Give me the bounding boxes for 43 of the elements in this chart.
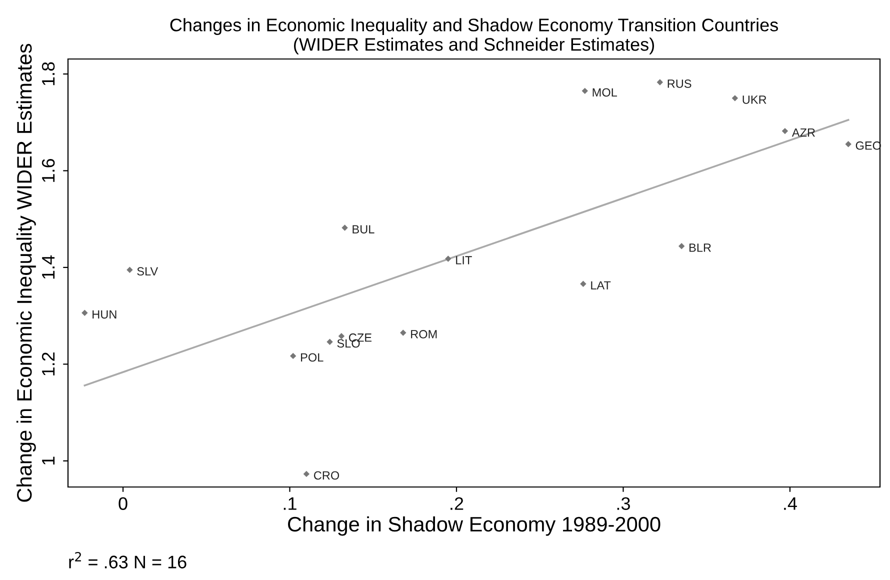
x-tick-label: 0	[118, 497, 128, 510]
y-tick-label: 1.8	[42, 62, 55, 86]
point	[290, 352, 296, 360]
y-tick-label: 1.6	[42, 158, 55, 182]
x-tick-label: .3	[617, 497, 630, 510]
point	[678, 243, 685, 250]
annotation: SLV	[137, 267, 158, 276]
annotation: AZR	[792, 128, 815, 137]
x-tick-label: .2	[450, 497, 464, 510]
annotation: HUN	[92, 310, 116, 319]
point	[338, 333, 345, 340]
point	[303, 470, 310, 478]
annotation: MOL	[592, 88, 618, 97]
annotation: LAT	[591, 281, 611, 290]
annotation: LIT	[456, 256, 472, 264]
annotation: CRO	[314, 471, 340, 480]
x-tick-label: .1	[284, 497, 296, 510]
annotation: RUS	[668, 80, 692, 88]
annotation: UKR	[742, 96, 766, 104]
y-tick-label: 1	[42, 456, 55, 465]
point	[342, 224, 348, 231]
annotation: POL	[301, 353, 324, 362]
point	[732, 95, 738, 102]
text: r$^{2}$ = .63 N = 16	[69, 552, 186, 568]
point	[656, 79, 664, 86]
point	[580, 280, 586, 287]
point	[126, 266, 133, 273]
point	[582, 88, 588, 94]
annotation: BLR	[690, 244, 711, 252]
point	[400, 330, 406, 336]
y-tick-label: 1.4	[42, 255, 55, 279]
y-axis-title: Change in Economic Inequality WIDER Estimates	[16, 44, 36, 502]
point	[326, 338, 333, 346]
y-tick-label: 1.2	[42, 352, 55, 376]
x-tick-label: .4	[784, 497, 797, 510]
annotation: BUL	[352, 225, 374, 234]
point	[782, 128, 788, 134]
point	[82, 310, 88, 316]
x-axis-title: Change in Shadow Economy 1989-2000	[288, 516, 660, 536]
annotation: ROM	[411, 330, 437, 338]
chart-title: Changes in Economic Inequality and Shadow Economy Transition Countries (WIDER Estimates and Schneider Estimates)	[170, 18, 778, 54]
point	[845, 141, 852, 148]
point	[445, 256, 452, 262]
